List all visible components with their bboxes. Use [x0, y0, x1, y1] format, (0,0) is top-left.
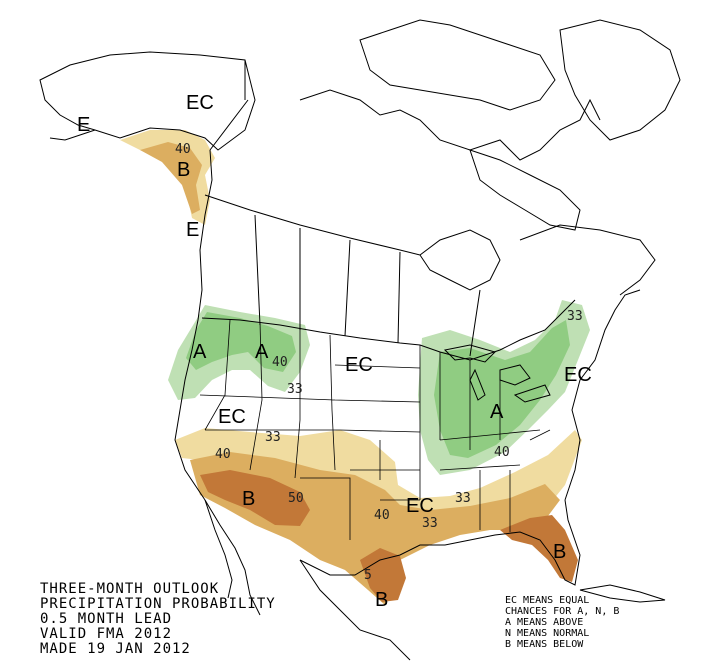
arctic-islands	[299, 89, 601, 161]
hudson-bay	[419, 229, 501, 291]
label-ec-plains: EC	[345, 354, 373, 376]
label-ec-northeast: EC	[564, 364, 592, 386]
legend-line-2: CHANCES FOR A, N, B	[505, 606, 619, 617]
us-canada-border	[201, 299, 576, 361]
below40-region-alaska-panhandle	[140, 142, 202, 214]
contour-label-33-montana: 33	[287, 382, 303, 397]
contour-label-33-maine: 33	[567, 309, 583, 324]
label-b-southwest: B	[242, 488, 255, 510]
cuba	[579, 584, 666, 603]
contour-label-33-texas: 33	[422, 516, 438, 531]
contour-label-5-texas: 5	[364, 568, 372, 583]
title-line-1: THREE-MONTH OUTLOOK	[40, 581, 219, 597]
province-lines	[254, 214, 481, 357]
aleutian-chain	[49, 129, 96, 141]
legend-line-5: B MEANS BELOW	[505, 639, 584, 650]
contour-label-33-tennessee: 33	[455, 491, 471, 506]
label-ec-aleutian: E	[77, 114, 90, 136]
label-b-panhandle: B	[177, 159, 190, 181]
label-b-florida: B	[553, 541, 566, 563]
great-lakes	[443, 344, 551, 403]
title-block: THREE-MONTH OUTLOOK PRECIPITATION PROBAB…	[40, 581, 276, 657]
legend-block: EC MEANS EQUAL CHANCES FOR A, N, B A MEA…	[505, 595, 619, 650]
label-ec-great-basin: EC	[218, 406, 246, 428]
label-a-pnw: A	[193, 341, 207, 363]
title-line-3: 0.5 MONTH LEAD	[40, 611, 172, 627]
contour-label-40-montana: 40	[272, 355, 288, 370]
contour-label-40-new-mexico: 40	[374, 508, 390, 523]
baffin-island	[469, 149, 581, 231]
state-lines	[199, 319, 551, 540]
label-a-rockies: A	[255, 341, 269, 363]
contour-label-40-california: 40	[215, 447, 231, 462]
contour-label-40-alaska: 40	[175, 142, 191, 157]
greenland-coast	[559, 19, 681, 141]
legend-line-3: A MEANS ABOVE	[505, 617, 583, 628]
pacific-coast	[174, 149, 261, 616]
label-b-texas: B	[375, 589, 388, 611]
below50-region-southwest	[200, 470, 310, 526]
legend-line-1: EC MEANS EQUAL	[505, 595, 589, 606]
label-ec-bc: E	[186, 219, 199, 241]
below50-region-texas	[360, 548, 406, 602]
label-a-ohio-valley: A	[490, 401, 504, 423]
alaska-coast	[39, 51, 256, 151]
label-ec-texas: EC	[406, 495, 434, 517]
contour-label-50-arizona: 50	[288, 491, 304, 506]
mexico-coast	[299, 559, 411, 661]
alaska-canada-border	[209, 60, 249, 151]
canada-northern-boundary	[204, 194, 421, 256]
title-line-2: PRECIPITATION PROBABILITY	[40, 596, 276, 612]
baja-coast	[204, 499, 233, 599]
legend-line-4: N MEANS NORMAL	[505, 628, 589, 639]
contour-labels: 40 40 33 33 40 50 40 33 33 40 33 5	[175, 142, 583, 583]
title-line-4: VALID FMA 2012	[40, 626, 172, 642]
contour-label-40-ohio-valley: 40	[494, 445, 510, 460]
labrador-coast	[519, 224, 656, 296]
atlantic-coast	[564, 289, 641, 501]
contour-label-33-great-basin: 33	[265, 430, 281, 445]
label-ec-alaska: EC	[186, 92, 214, 114]
above40-region-northwest	[186, 312, 296, 372]
above40-region-east	[434, 320, 570, 458]
gulf-coast	[299, 499, 581, 586]
title-line-5: MADE 19 JAN 2012	[40, 641, 191, 657]
boundary-layer	[39, 19, 681, 661]
arctic-islands-2	[359, 19, 556, 111]
region-labels: EC E E EC EC EC EC A A A B B B B	[77, 92, 592, 611]
